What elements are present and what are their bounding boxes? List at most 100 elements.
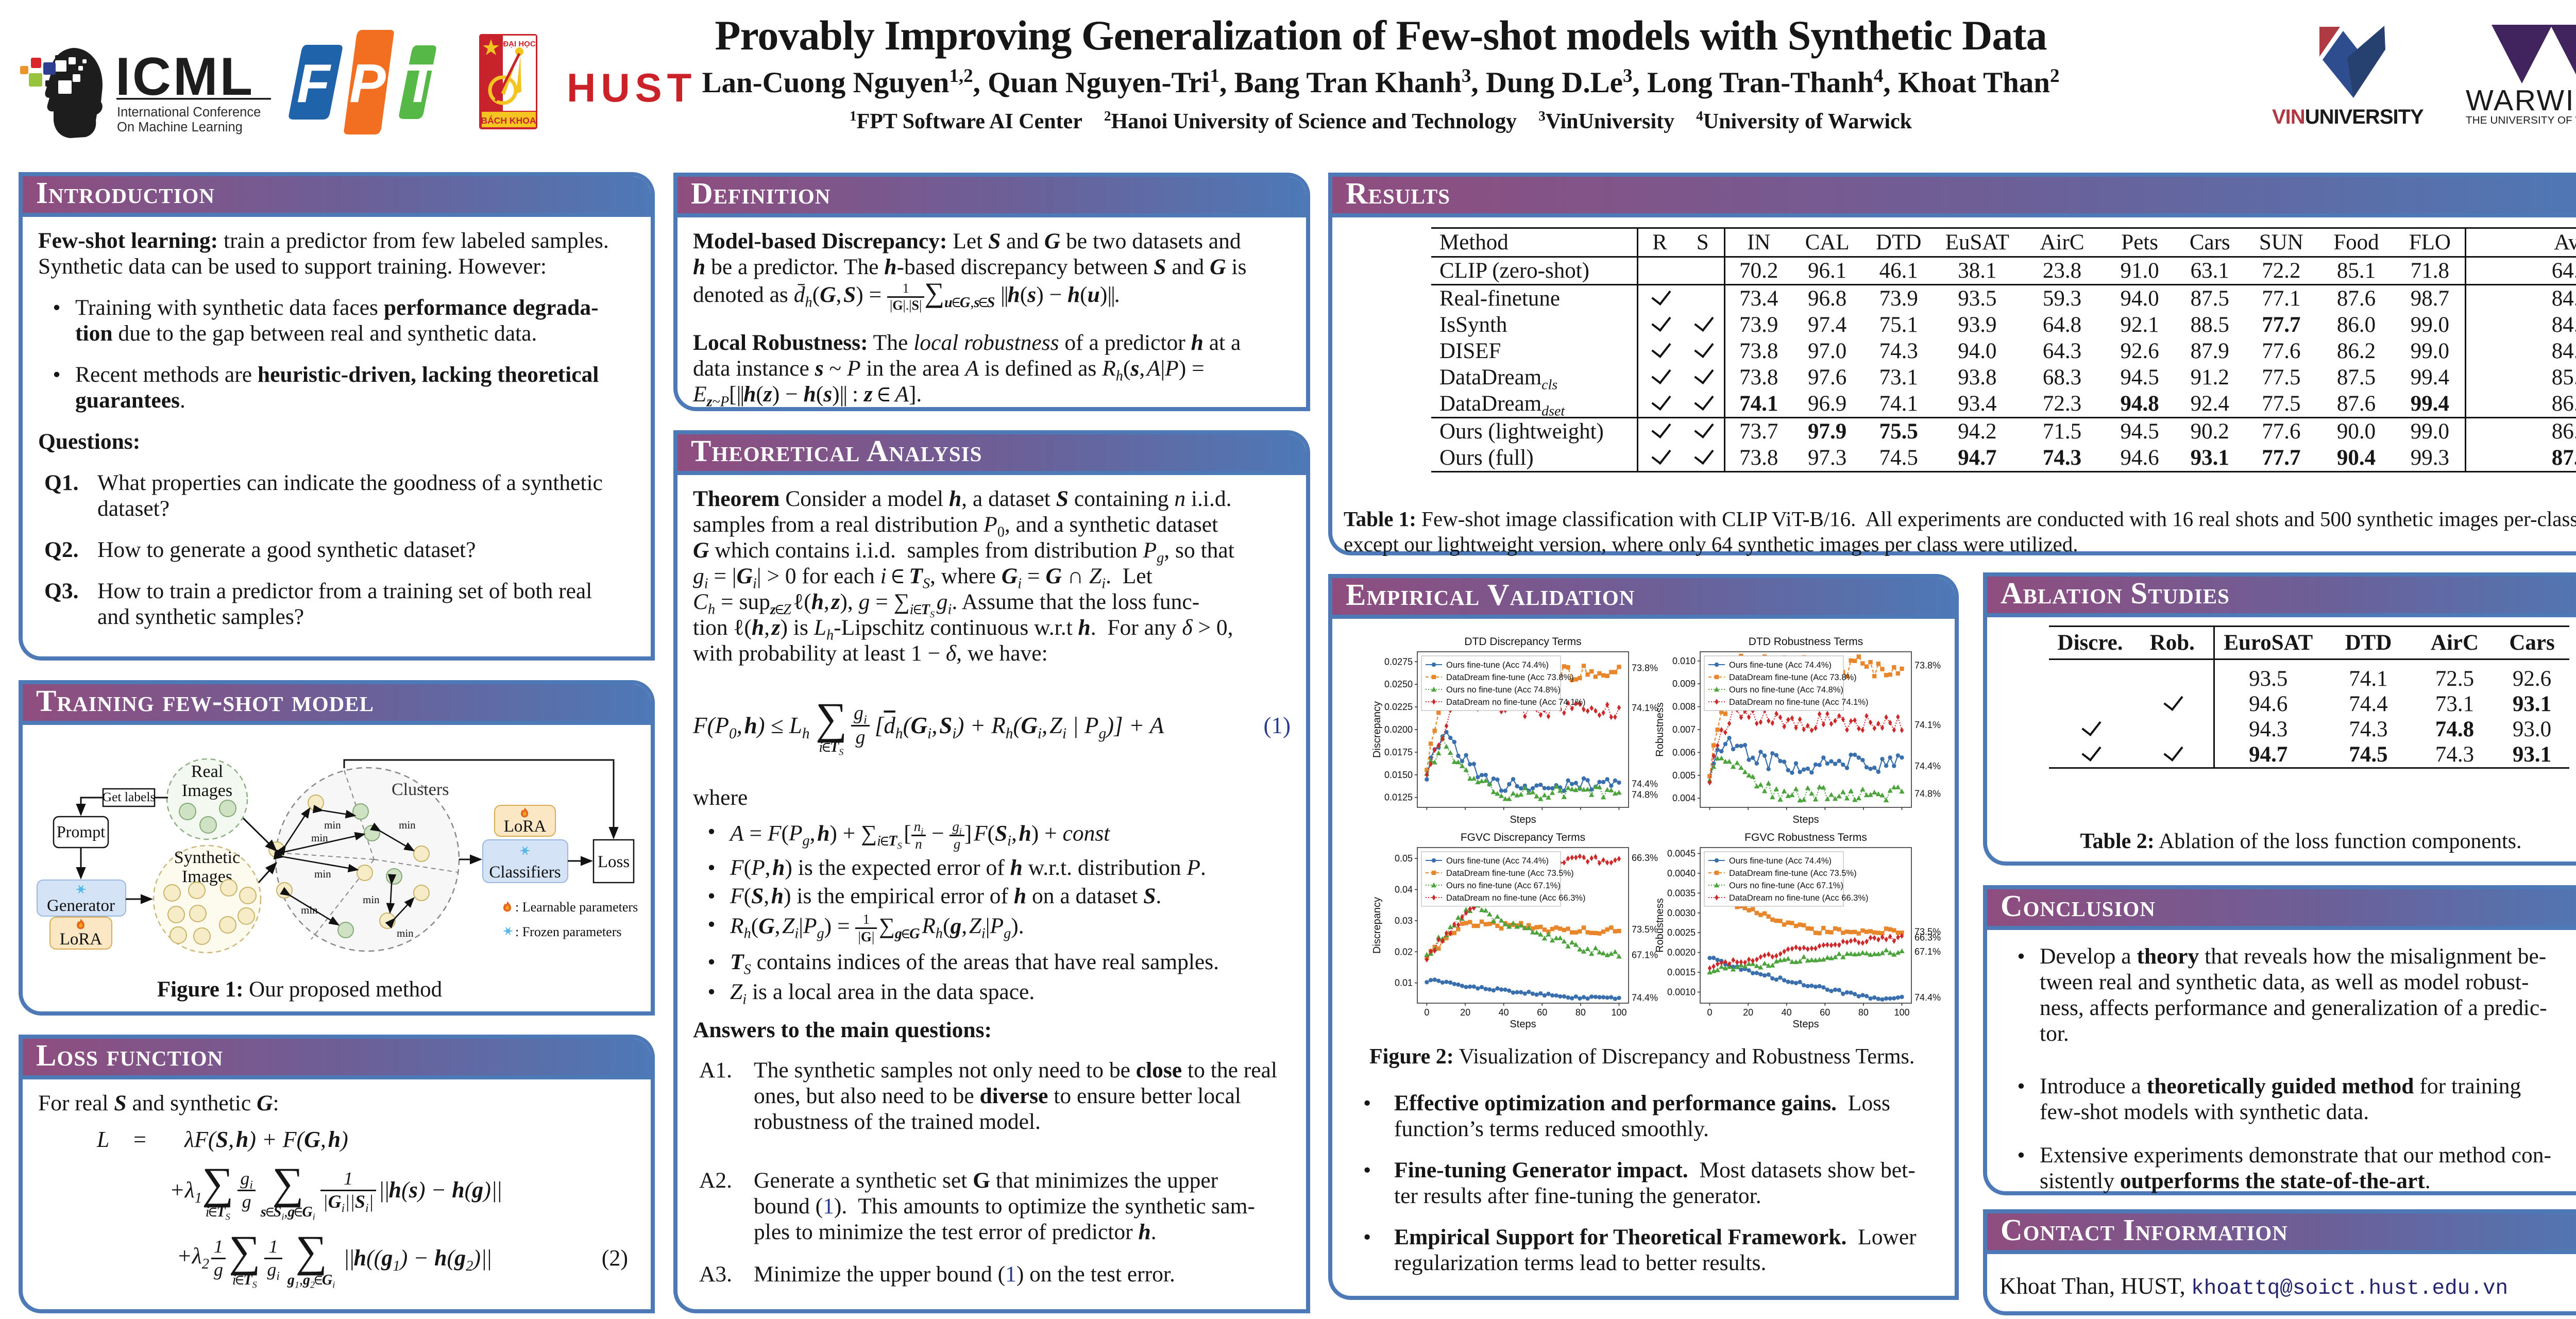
svg-text:Prompt: Prompt <box>57 822 105 841</box>
svg-text:73.5%: 73.5% <box>1632 924 1658 935</box>
svg-text:0.0015: 0.0015 <box>1667 967 1696 977</box>
svg-text:Robustness: Robustness <box>1654 898 1666 953</box>
svg-text:FGVC Robustness Terms: FGVC Robustness Terms <box>1744 832 1867 843</box>
svg-text:Ours fine-tune (Acc 74.4%): Ours fine-tune (Acc 74.4%) <box>1729 661 1832 670</box>
svg-text:DataDream fine-tune (Acc 73.8%: DataDream fine-tune (Acc 73.8%) <box>1729 673 1857 682</box>
svg-text:Discrepancy: Discrepancy <box>1371 701 1383 758</box>
svg-text:0: 0 <box>1707 1007 1712 1018</box>
svg-text:Ours fine-tune (Acc 74.4%): Ours fine-tune (Acc 74.4%) <box>1729 856 1832 866</box>
svg-text:Robustness: Robustness <box>1654 702 1666 757</box>
svg-text:min: min <box>324 819 341 831</box>
svg-text:0.05: 0.05 <box>1395 853 1413 864</box>
svg-text:0.04: 0.04 <box>1395 885 1413 895</box>
svg-text:74.1%: 74.1% <box>1632 703 1658 713</box>
svg-text:min: min <box>314 868 331 880</box>
svg-text:0.010: 0.010 <box>1672 656 1696 666</box>
svg-text:74.4%: 74.4% <box>1632 779 1658 789</box>
svg-text:100: 100 <box>1611 1007 1626 1018</box>
svg-text:67.1%: 67.1% <box>1632 950 1658 960</box>
svg-text:74.4%: 74.4% <box>1914 992 1941 1003</box>
svg-text:73.5%: 73.5% <box>1914 927 1941 937</box>
svg-text:0.0025: 0.0025 <box>1667 927 1696 938</box>
svg-text:0.0045: 0.0045 <box>1667 849 1696 859</box>
svg-text:LoRA: LoRA <box>504 817 547 836</box>
svg-text:: Learnable parameters: : Learnable parameters <box>515 900 638 915</box>
svg-text:0.03: 0.03 <box>1395 916 1413 926</box>
svg-text:min: min <box>399 819 416 831</box>
svg-text:74.1%: 74.1% <box>1914 720 1941 730</box>
svg-text:Real: Real <box>191 762 223 781</box>
svg-text:0.0010: 0.0010 <box>1667 987 1696 997</box>
svg-text:DataDream fine-tune (Acc 73.5%: DataDream fine-tune (Acc 73.5%) <box>1446 869 1574 878</box>
svg-text:Steps: Steps <box>1510 814 1536 825</box>
svg-text:ICML: ICML <box>115 47 255 107</box>
svg-text:0.0020: 0.0020 <box>1667 948 1696 958</box>
svg-text:0.009: 0.009 <box>1672 679 1696 689</box>
svg-text:F: F <box>297 53 332 114</box>
svg-text:DTD Robustness Terms: DTD Robustness Terms <box>1749 636 1863 648</box>
svg-text:0.0035: 0.0035 <box>1667 888 1696 898</box>
svg-text:Ours no fine-tune (Acc 67.1%): Ours no fine-tune (Acc 67.1%) <box>1729 881 1843 890</box>
svg-text:80: 80 <box>1575 1007 1586 1018</box>
svg-text:International Conference: International Conference <box>117 105 261 120</box>
svg-text:HUST: HUST <box>567 65 697 110</box>
svg-text:Ours no fine-tune (Acc 74.8%): Ours no fine-tune (Acc 74.8%) <box>1446 685 1561 695</box>
svg-text:P: P <box>349 53 386 114</box>
svg-text:0.0200: 0.0200 <box>1384 724 1413 735</box>
svg-text:On Machine Learning: On Machine Learning <box>117 120 243 134</box>
svg-text:0: 0 <box>1424 1007 1429 1018</box>
svg-text:Steps: Steps <box>1792 1019 1819 1030</box>
svg-text:0.0250: 0.0250 <box>1384 679 1413 689</box>
svg-text:73.8%: 73.8% <box>1632 663 1658 673</box>
svg-text:: Frozen parameters: : Frozen parameters <box>515 924 621 939</box>
svg-text:DataDream no fine-tune (Acc 74: DataDream no fine-tune (Acc 74.1%) <box>1729 698 1869 707</box>
svg-text:73.8%: 73.8% <box>1914 661 1941 671</box>
svg-text:66.3%: 66.3% <box>1914 932 1941 942</box>
svg-text:Generator: Generator <box>47 897 115 915</box>
svg-text:LoRA: LoRA <box>60 930 103 949</box>
svg-text:0.0125: 0.0125 <box>1384 792 1413 803</box>
svg-text:DataDream no fine-tune (Acc 74: DataDream no fine-tune (Acc 74.1%) <box>1446 698 1586 707</box>
svg-text:40: 40 <box>1782 1007 1792 1018</box>
svg-text:0.004: 0.004 <box>1672 793 1696 803</box>
svg-text:0.006: 0.006 <box>1672 747 1696 757</box>
svg-text:FGVC Discrepancy Terms: FGVC Discrepancy Terms <box>1461 832 1585 843</box>
svg-text:min: min <box>301 904 318 916</box>
svg-text:0.0225: 0.0225 <box>1384 702 1413 712</box>
svg-text:74.4%: 74.4% <box>1914 761 1941 771</box>
svg-text:DataDream no fine-tune (Acc 66: DataDream no fine-tune (Acc 66.3%) <box>1446 893 1586 903</box>
svg-text:60: 60 <box>1820 1007 1830 1018</box>
svg-text:74.4%: 74.4% <box>1632 993 1658 1003</box>
svg-text:Classifiers: Classifiers <box>489 863 561 882</box>
svg-text:0.0275: 0.0275 <box>1384 656 1413 667</box>
svg-text:T: T <box>403 53 441 114</box>
svg-text:0.008: 0.008 <box>1672 702 1696 712</box>
svg-text:40: 40 <box>1499 1007 1509 1018</box>
svg-text:WARWICK: WARWICK <box>2466 84 2576 117</box>
svg-text:60: 60 <box>1537 1007 1547 1018</box>
svg-text:min: min <box>311 832 328 844</box>
svg-text:DataDream no fine-tune (Acc 66: DataDream no fine-tune (Acc 66.3%) <box>1729 893 1869 903</box>
svg-text:100: 100 <box>1894 1007 1909 1018</box>
svg-text:DataDream fine-tune (Acc 73.8%: DataDream fine-tune (Acc 73.8%) <box>1446 673 1574 682</box>
svg-text:66.3%: 66.3% <box>1632 853 1658 863</box>
svg-text:Images: Images <box>182 781 232 800</box>
svg-text:Ours no fine-tune (Acc 74.8%): Ours no fine-tune (Acc 74.8%) <box>1729 685 1843 695</box>
svg-text:THE UNIVERSITY OF WARWICK: THE UNIVERSITY OF WARWICK <box>2466 114 2576 126</box>
svg-text:0.01: 0.01 <box>1395 978 1413 988</box>
svg-text:min: min <box>397 927 414 939</box>
svg-text:0.0150: 0.0150 <box>1384 770 1413 780</box>
svg-text:0.0040: 0.0040 <box>1667 868 1696 878</box>
svg-text:Ours no fine-tune (Acc 67.1%): Ours no fine-tune (Acc 67.1%) <box>1446 881 1561 890</box>
svg-text:VINUNIVERSITY: VINUNIVERSITY <box>2272 106 2424 128</box>
svg-text:Get labels: Get labels <box>103 789 156 804</box>
svg-text:DTD Discrepancy Terms: DTD Discrepancy Terms <box>1464 636 1581 648</box>
svg-text:0.0030: 0.0030 <box>1667 908 1696 918</box>
svg-text:20: 20 <box>1743 1007 1753 1018</box>
svg-text:0.005: 0.005 <box>1672 770 1696 781</box>
svg-text:BÁCH KHOA: BÁCH KHOA <box>481 115 536 126</box>
svg-text:Synthetic: Synthetic <box>174 848 240 867</box>
svg-text:min: min <box>363 893 380 906</box>
svg-text:74.8%: 74.8% <box>1914 788 1941 799</box>
svg-text:0.007: 0.007 <box>1672 724 1696 735</box>
